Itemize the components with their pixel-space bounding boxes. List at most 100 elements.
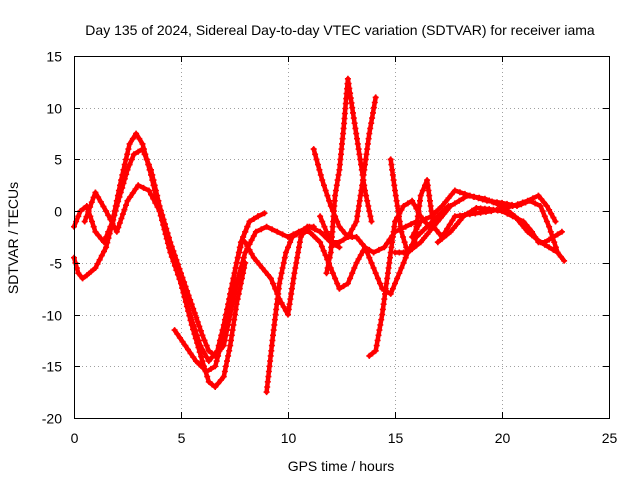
- data-point-marker: [185, 308, 192, 315]
- data-point-marker: [224, 358, 230, 365]
- data-point-marker: [270, 280, 276, 287]
- data-point-marker: [205, 358, 212, 365]
- data-point-marker: [402, 223, 409, 230]
- data-point-marker: [198, 353, 205, 360]
- data-point-marker: [368, 218, 375, 225]
- data-point-marker: [209, 381, 215, 388]
- data-point-marker: [386, 259, 393, 266]
- data-point-marker: [136, 135, 143, 142]
- data-point-marker: [409, 197, 416, 204]
- data-point-marker: [167, 244, 174, 251]
- data-point-marker: [176, 334, 183, 341]
- data-point-marker: [367, 125, 374, 132]
- data-point-marker: [287, 239, 294, 246]
- data-point-marker: [456, 197, 463, 204]
- data-point-marker: [87, 204, 94, 210]
- data-point-marker: [103, 208, 110, 215]
- data-point-marker: [424, 177, 431, 184]
- data-point-marker: [318, 243, 325, 250]
- data-point-marker: [222, 363, 229, 370]
- data-point-marker: [281, 254, 288, 261]
- data-point-marker: [543, 218, 550, 225]
- data-point-marker: [190, 305, 197, 312]
- data-point-marker: [92, 265, 99, 271]
- x-tick-label: 10: [281, 430, 297, 446]
- data-point-marker: [239, 275, 245, 282]
- data-point-marker: [256, 261, 263, 268]
- data-point-marker: [370, 265, 377, 271]
- data-point-marker: [434, 218, 441, 225]
- data-point-marker: [121, 206, 128, 213]
- data-point-marker: [95, 232, 102, 239]
- data-point-marker: [140, 146, 147, 153]
- data-point-marker: [227, 290, 234, 297]
- data-point-marker: [395, 208, 402, 215]
- data-point-marker: [228, 337, 234, 344]
- data-point-marker: [89, 218, 95, 225]
- data-point-marker: [367, 213, 374, 220]
- data-point-marker: [79, 275, 86, 282]
- data-point-marker: [469, 207, 475, 214]
- data-point-marker: [326, 197, 333, 204]
- data-point-marker: [389, 166, 396, 173]
- data-point-marker: [270, 327, 277, 334]
- data-point-marker: [389, 285, 396, 292]
- data-point-marker: [279, 265, 286, 271]
- data-point-marker: [215, 352, 222, 359]
- x-axis-label: GPS time / hours: [288, 458, 395, 474]
- data-point-marker: [275, 290, 282, 297]
- data-point-marker: [541, 239, 548, 246]
- data-point-marker: [92, 189, 99, 196]
- data-point-marker: [344, 280, 351, 287]
- data-point-marker: [326, 254, 333, 261]
- data-point-marker: [142, 151, 149, 158]
- data-point-marker: [159, 217, 166, 224]
- data-point-marker: [203, 368, 210, 375]
- data-point-marker: [293, 231, 300, 238]
- data-point-marker: [186, 312, 193, 319]
- data-point-marker: [457, 217, 464, 224]
- series-track-4: [171, 210, 268, 375]
- data-point-marker: [237, 244, 244, 251]
- data-point-marker: [520, 218, 527, 225]
- data-point-marker: [234, 254, 241, 261]
- chart-title: Day 135 of 2024, Sidereal Day-to-day VTE…: [85, 22, 595, 38]
- data-point-marker: [420, 227, 427, 234]
- data-point-marker: [233, 301, 240, 308]
- data-point-marker: [317, 228, 324, 235]
- data-point-marker: [417, 197, 423, 204]
- data-point-marker: [317, 239, 324, 246]
- data-point-marker: [328, 244, 335, 251]
- data-point-marker: [240, 234, 247, 240]
- data-point-marker: [265, 271, 271, 278]
- data-point-marker: [83, 272, 90, 279]
- data-point-marker: [535, 192, 542, 199]
- data-point-marker: [172, 262, 179, 269]
- data-point-marker: [379, 311, 386, 318]
- data-point-marker: [115, 187, 122, 194]
- data-point-marker: [182, 342, 189, 349]
- data-point-marker: [229, 280, 236, 287]
- data-point-marker: [208, 354, 215, 361]
- data-point-marker: [499, 199, 505, 206]
- data-point-marker: [373, 342, 380, 349]
- data-point-marker: [219, 337, 226, 344]
- data-point-marker: [107, 216, 114, 223]
- data-point-marker: [355, 146, 362, 153]
- data-point-marker: [338, 151, 344, 158]
- data-point-marker: [424, 182, 431, 189]
- y-tick-label: -10: [42, 308, 62, 324]
- data-point-marker: [121, 161, 128, 168]
- data-point-marker: [504, 200, 510, 207]
- data-point-marker: [230, 321, 237, 328]
- data-point-marker: [439, 203, 446, 209]
- data-point-marker: [417, 192, 424, 199]
- data-point-marker: [382, 285, 389, 292]
- data-point-marker: [324, 265, 331, 271]
- data-point-marker: [222, 321, 229, 328]
- data-point-marker: [382, 290, 388, 297]
- data-point-marker: [546, 236, 553, 243]
- data-point-marker: [368, 120, 375, 127]
- data-point-marker: [354, 213, 361, 220]
- data-point-marker: [366, 208, 373, 215]
